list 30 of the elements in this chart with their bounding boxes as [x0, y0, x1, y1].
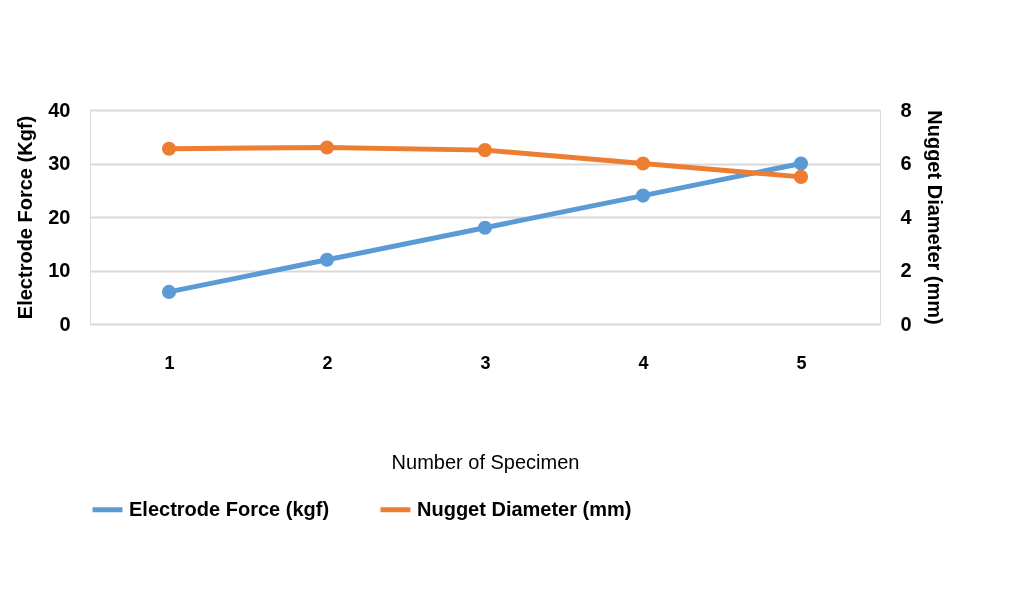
point	[319, 252, 335, 267]
y2-axis-title: Nugget Diameter (mm)	[923, 110, 946, 325]
point	[161, 141, 177, 156]
point	[319, 140, 335, 155]
y-tick-label: 30	[48, 152, 71, 174]
y-tick-label: 40	[48, 98, 71, 121]
legend-label: Electrode Force (kgf)	[129, 497, 330, 520]
point	[477, 220, 493, 235]
y2-tick-label: 8	[900, 98, 912, 121]
y-tick-label: 20	[48, 205, 71, 228]
point	[161, 284, 177, 299]
y2-tick-label: 0	[900, 312, 912, 335]
point	[477, 143, 493, 158]
x-tick-label: 5	[796, 352, 807, 373]
point	[793, 156, 809, 171]
x-tick-label: 2	[322, 352, 333, 373]
legend-label: Nugget Diameter (mm)	[417, 497, 632, 520]
y2-tick-label: 6	[900, 152, 912, 174]
x-tick-label: 4	[638, 352, 649, 373]
point	[635, 156, 651, 171]
y-tick-label: 10	[48, 259, 71, 281]
point	[635, 188, 651, 203]
y-tick-label: 0	[59, 312, 71, 335]
y-axis-title: Electrode Force (Kgf)	[14, 115, 37, 320]
y2-tick-label: 2	[900, 259, 912, 281]
point	[793, 169, 809, 184]
x-axis-title: Number of Specimen	[391, 450, 580, 473]
y2-tick-label: 4	[900, 205, 913, 228]
x-tick-label: 1	[164, 352, 175, 373]
x-tick-label: 3	[480, 352, 491, 373]
